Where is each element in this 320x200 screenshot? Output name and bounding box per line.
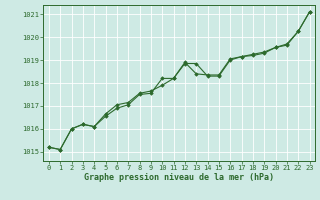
X-axis label: Graphe pression niveau de la mer (hPa): Graphe pression niveau de la mer (hPa) xyxy=(84,173,274,182)
